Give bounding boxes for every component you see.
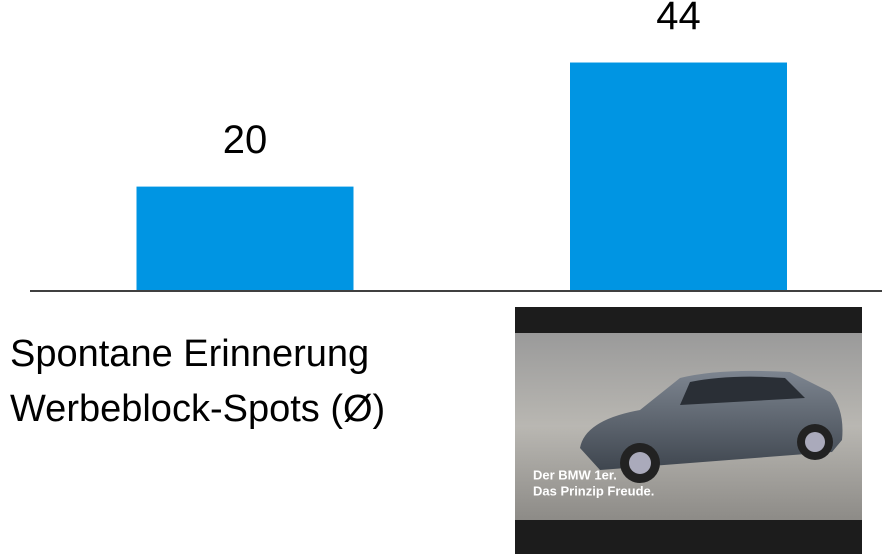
value-label: 44: [656, 0, 701, 38]
ad-image: Der BMW 1er. Das Prinzip Freude.: [515, 307, 862, 554]
chart: Spontane Erinnerung Werbeblock-Spots (Ø)…: [0, 0, 882, 554]
image-caption: Das Prinzip Freude.: [533, 483, 654, 498]
rim: [629, 452, 651, 474]
image-caption: Der BMW 1er.: [533, 467, 617, 482]
rim: [805, 432, 825, 452]
annotation: Werbeblock-Spots (Ø): [10, 388, 385, 430]
value-label: 20: [223, 118, 268, 162]
annotation: Spontane Erinnerung: [10, 333, 369, 375]
bar: [570, 63, 787, 290]
bar: [137, 187, 354, 290]
